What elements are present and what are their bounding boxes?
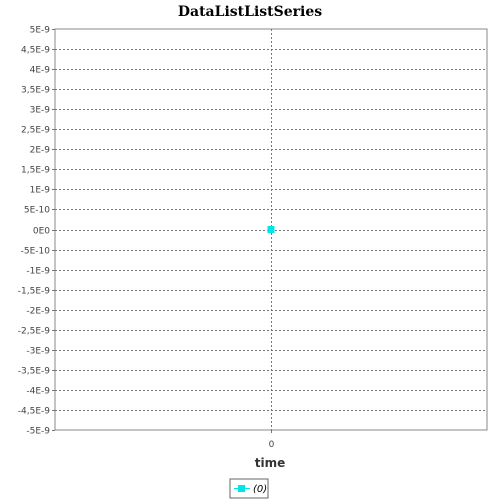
y-tick-label: -3E-9 [26, 347, 50, 357]
y-tick-label: -1,5E-9 [18, 287, 50, 297]
y-tick-label: -3,5E-9 [18, 367, 50, 377]
y-tick-label: -1E-9 [26, 267, 50, 277]
y-tick-label: 3E-9 [30, 106, 51, 116]
y-tick-label: -2E-9 [26, 307, 50, 317]
legend: (0) [229, 478, 269, 499]
y-axis-ticks: 5E-9 4,5E-9 4E-9 3,5E-9 3E-9 2,5E-9 2E-9 1,5E-9… [18, 26, 55, 437]
y-tick-label: 5E-10 [24, 206, 50, 216]
legend-entry-label: (0) [253, 484, 267, 495]
chart-title: DataListListSeries [178, 4, 322, 20]
y-tick-label: 2E-9 [30, 146, 51, 156]
y-tick-label: -5E-9 [26, 427, 50, 437]
y-tick-label: 3,5E-9 [21, 86, 50, 96]
y-tick-label: -2,5E-9 [18, 327, 50, 337]
y-tick-label: 4,5E-9 [21, 46, 50, 56]
data-point [267, 226, 275, 233]
x-axis-ticks: 0 [269, 430, 275, 450]
y-tick-label: -5E-10 [21, 247, 51, 257]
y-tick-label: -4E-9 [26, 387, 50, 397]
data-points [267, 226, 275, 233]
y-tick-label: 2,5E-9 [21, 126, 50, 136]
legend-series-marker [238, 485, 245, 492]
y-tick-label: -4,5E-9 [18, 407, 50, 417]
y-tick-label: 0E0 [33, 227, 50, 237]
y-tick-label: 1E-9 [30, 186, 51, 196]
y-tick-label: 1,5E-9 [21, 166, 50, 176]
y-tick-label: 5E-9 [30, 26, 51, 36]
y-tick-label: 4E-9 [30, 66, 51, 76]
x-axis-label: time [255, 456, 286, 470]
x-tick-label: 0 [269, 440, 275, 450]
